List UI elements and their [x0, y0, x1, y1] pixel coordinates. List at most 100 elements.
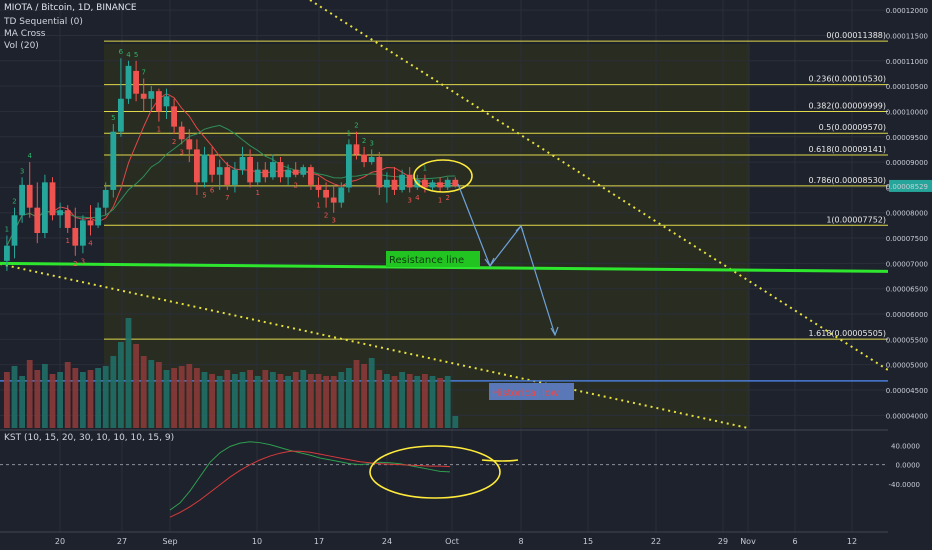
volume-bar: [57, 372, 63, 428]
candle: [437, 177, 443, 193]
volume-bar: [64, 362, 71, 428]
volume-bar: [406, 374, 413, 428]
candle: [26, 162, 33, 218]
price-tick-label: 0.00006000: [886, 311, 928, 319]
indicator-ma-cross[interactable]: MA Cross: [4, 29, 46, 39]
historical-low-label-box: [489, 383, 574, 400]
candle: [399, 169, 405, 193]
candle-body: [163, 96, 170, 107]
volume-bar: [209, 374, 215, 428]
candle-body: [87, 220, 94, 226]
td-count-label: 4: [126, 51, 131, 59]
candle: [171, 98, 177, 135]
td-count-label: 1: [438, 196, 442, 204]
candle: [422, 174, 428, 193]
arrow-head: [550, 326, 559, 337]
candle-body: [330, 197, 337, 203]
date-tick-label: 12: [847, 537, 857, 546]
volume-bar: [285, 376, 291, 428]
candle-body: [429, 182, 436, 188]
price-tick-label: 0.00007000: [886, 260, 928, 268]
volume-bar: [125, 318, 132, 428]
candle: [262, 162, 269, 183]
volume-bar: [338, 372, 345, 428]
td-count-label: 7: [225, 194, 229, 202]
price-tick-label: 0.00005000: [886, 362, 928, 370]
candle: [239, 146, 246, 175]
candle-body: [42, 182, 48, 233]
candle-body: [277, 162, 284, 178]
candle-body: [247, 157, 253, 183]
candle: [277, 157, 284, 183]
date-tick-label: 8: [518, 537, 523, 546]
candle-body: [239, 157, 246, 170]
volume-bar: [201, 372, 208, 428]
volume-bar: [178, 366, 185, 428]
date-tick-label: Sep: [162, 537, 177, 546]
candle: [110, 124, 117, 198]
candle-body: [156, 91, 162, 112]
volume-bar: [444, 376, 451, 428]
candle: [72, 207, 79, 256]
volume-bar: [194, 368, 200, 428]
candle-body: [391, 179, 398, 190]
date-tick-label: 22: [651, 537, 661, 546]
volume-bar: [133, 344, 139, 428]
candle: [247, 149, 253, 188]
volume-bar: [49, 374, 56, 428]
volume-bar: [156, 362, 162, 428]
volume-bar: [308, 374, 314, 428]
date-tick-label: Oct: [445, 537, 459, 546]
candle-body: [323, 189, 329, 198]
volume-bar: [422, 374, 428, 428]
kst-legend[interactable]: KST (10, 15, 20, 30, 10, 10, 10, 15, 9): [4, 433, 175, 443]
resistance-label-box: [386, 251, 480, 267]
volume-bar: [254, 376, 261, 428]
candle-body: [216, 167, 223, 175]
price-axis: 0.00012000 0.00011500 0.00011000 0.00010500…: [886, 0, 932, 550]
volume-bar: [87, 370, 94, 428]
volume-bar: [26, 360, 33, 428]
candle-body: [95, 207, 101, 226]
date-tick-label: 6: [792, 537, 797, 546]
candle-body: [148, 91, 155, 99]
price-tick-label: 0.00009500: [886, 134, 928, 142]
volume-bar: [300, 370, 307, 428]
volume-bar: [399, 372, 405, 428]
volume-bar: [429, 376, 436, 428]
price-tick-label: 0.00004000: [886, 412, 928, 420]
candle-body: [57, 210, 63, 216]
indicator-volume[interactable]: Vol (20): [4, 41, 39, 51]
volume-bar: [437, 378, 443, 428]
td-count-label: 2: [172, 138, 176, 146]
candle-body: [254, 169, 261, 183]
candle-body: [437, 182, 443, 188]
descending-trendline-upper: [309, 0, 889, 371]
volume-bar: [118, 342, 124, 428]
candle-body: [368, 157, 375, 163]
fib-level-label: 0.382(0.00009999): [809, 101, 887, 110]
candle-body: [118, 98, 124, 132]
td-count-label: 7: [141, 69, 145, 77]
td-count-label: 1: [65, 237, 69, 245]
candle: [315, 177, 322, 198]
volume-bar: [224, 370, 231, 428]
date-range-band: [104, 44, 750, 428]
td-count-label: 1: [347, 129, 351, 137]
indicator-td-sequential[interactable]: TD Sequential (0): [4, 17, 83, 27]
price-tick-label: 0.00011000: [886, 58, 928, 66]
candle-body: [308, 167, 314, 185]
price-tick-label: 0.00009000: [886, 159, 928, 167]
candle: [64, 205, 71, 233]
candle-body: [292, 169, 299, 175]
volume-bar: [277, 374, 284, 428]
candle: [194, 139, 200, 196]
candle-body: [399, 174, 405, 190]
candle: [95, 202, 101, 228]
candle: [292, 162, 299, 178]
volume-bar: [102, 366, 109, 428]
fib-level-label: 0.5(0.00009570): [819, 123, 886, 132]
fib-level-label: 0.236(0.00010530): [809, 75, 887, 84]
